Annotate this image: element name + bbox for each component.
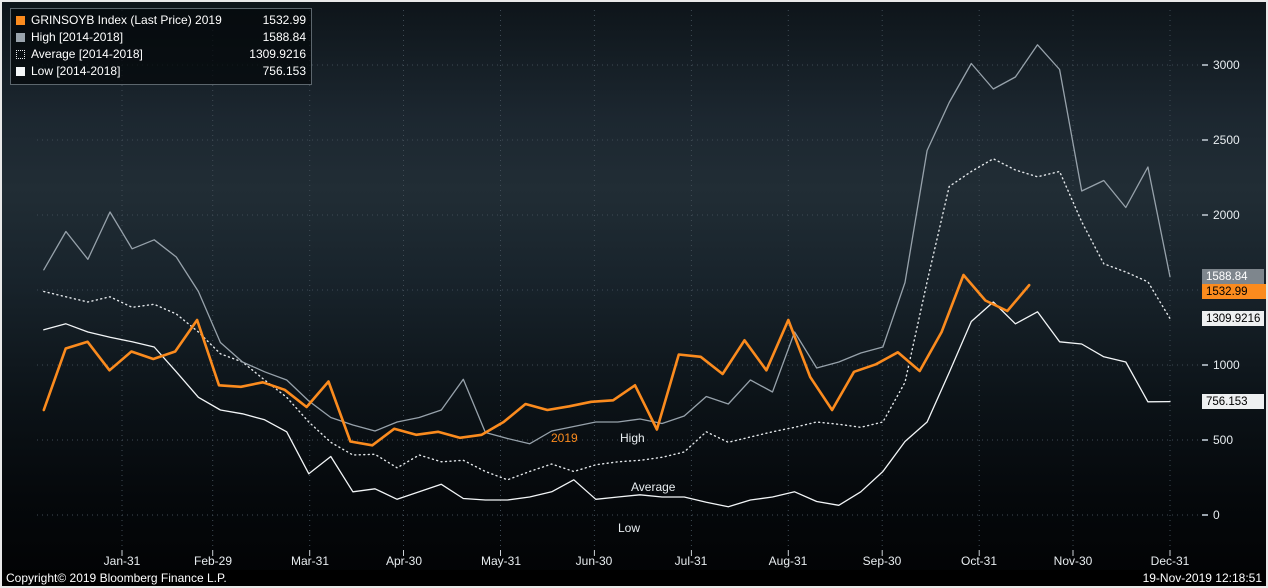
y-axis: 3000 2500 2000 1000 500 0 1588.84 1532.99 1309.9… xyxy=(1202,2,1266,586)
tick-mark-icon xyxy=(1202,139,1208,141)
x-axis-label: Dec-31 xyxy=(1150,554,1190,568)
price-badge: 1588.84 xyxy=(1202,269,1264,284)
annotation-2019: 2019 xyxy=(551,431,578,445)
tick-mark-icon xyxy=(1202,64,1208,66)
legend-value-high: 1588.84 xyxy=(262,30,306,44)
price-badge: 1309.9216 xyxy=(1202,311,1264,326)
legend-row-low[interactable]: Low [2014-2018] 756.153 xyxy=(16,63,306,80)
series-line-low xyxy=(43,301,1171,508)
footer-timestamp: 19-Nov-2019 12:18:51 xyxy=(1142,571,1262,585)
tick-mark-icon xyxy=(1202,364,1208,366)
legend-label-high: High [2014-2018] xyxy=(31,30,124,44)
y-axis-label: 500 xyxy=(1202,432,1233,448)
footer-copyright: Copyright© 2019 Bloomberg Finance L.P. xyxy=(6,571,227,585)
x-axis-label: Jan-31 xyxy=(103,554,141,568)
y-axis-label: 2000 xyxy=(1202,207,1240,223)
series-line-avg xyxy=(43,158,1171,481)
x-axis-label: Jun-30 xyxy=(575,554,613,568)
x-axis-label: Aug-31 xyxy=(768,554,808,568)
tick-mark-icon xyxy=(1202,514,1208,516)
series-swatch-high-icon xyxy=(16,33,25,42)
chart-legend: GRINSOYB Index (Last Price) 2019 1532.99… xyxy=(10,8,312,85)
x-axis-label: May-31 xyxy=(480,554,522,568)
legend-row-last-price[interactable]: GRINSOYB Index (Last Price) 2019 1532.99 xyxy=(16,12,306,29)
x-axis-label: Jul-31 xyxy=(674,554,708,568)
annotation-low: Low xyxy=(618,521,641,535)
legend-row-average[interactable]: Average [2014-2018] 1309.9216 xyxy=(16,46,306,63)
series-swatch-average-icon xyxy=(16,50,25,59)
price-badge: 1532.99 xyxy=(1202,284,1266,299)
x-axis-label: Oct-31 xyxy=(960,554,998,568)
series-swatch-2019-icon xyxy=(16,16,25,25)
legend-label-low: Low [2014-2018] xyxy=(31,64,121,78)
x-axis-label: Apr-30 xyxy=(385,554,423,568)
y-axis-label: 3000 xyxy=(1202,57,1240,73)
price-badge: 756.153 xyxy=(1202,394,1264,409)
footer: Copyright© 2019 Bloomberg Finance L.P. 1… xyxy=(2,570,1266,586)
x-axis-label: Feb-29 xyxy=(193,554,233,568)
legend-label-average: Average [2014-2018] xyxy=(31,47,143,61)
y-axis-label: 2500 xyxy=(1202,132,1240,148)
legend-value-average: 1309.9216 xyxy=(249,47,306,61)
series-swatch-low-icon xyxy=(16,67,25,76)
series-line-high xyxy=(43,44,1171,445)
x-axis-label: Mar-31 xyxy=(290,554,330,568)
y-axis-label: 1000 xyxy=(1202,357,1240,373)
legend-value-low: 756.153 xyxy=(262,64,306,78)
series-line-2019 xyxy=(42,273,1031,447)
legend-value-2019: 1532.99 xyxy=(262,13,306,27)
legend-label-2019: GRINSOYB Index (Last Price) 2019 xyxy=(31,13,222,27)
x-axis-label: Sep-30 xyxy=(862,554,902,568)
annotation-average: Average xyxy=(631,480,676,494)
tick-mark-icon xyxy=(1202,439,1208,441)
tick-mark-icon xyxy=(1202,214,1208,216)
y-axis-label: 0 xyxy=(1202,507,1220,523)
legend-row-high[interactable]: High [2014-2018] 1588.84 xyxy=(16,29,306,46)
annotation-high: High xyxy=(620,431,645,445)
x-axis-label: Nov-30 xyxy=(1053,554,1093,568)
